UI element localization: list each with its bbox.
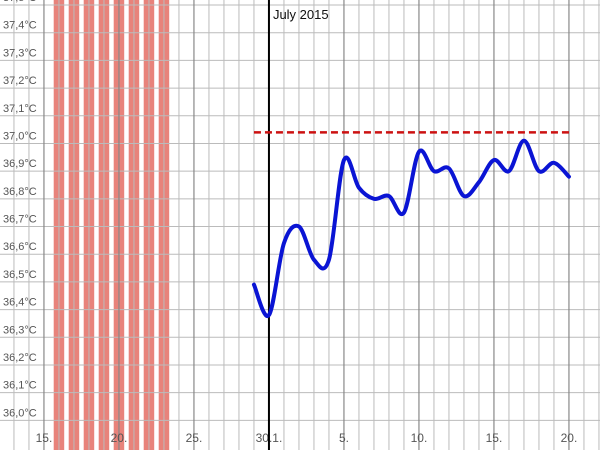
x-tick-label: 20. — [111, 431, 128, 445]
y-tick-label: 36,1°C — [3, 380, 37, 392]
y-tick-label: 37,2°C — [3, 75, 37, 87]
y-tick-label: 37,4°C — [3, 20, 37, 32]
y-tick-label: 36,9°C — [3, 158, 37, 170]
y-tick-label: 36,3°C — [3, 324, 37, 336]
x-tick-label: 15. — [486, 431, 503, 445]
y-tick-label: 36,7°C — [3, 214, 37, 226]
y-tick-label: 36,2°C — [3, 352, 37, 364]
y-tick-label: 37,0°C — [3, 130, 37, 142]
y-tick-label: 36,8°C — [3, 186, 37, 198]
x-tick-label: 5. — [339, 431, 349, 445]
month-label: July 2015 — [273, 7, 329, 22]
x-tick-label: 15. — [36, 431, 53, 445]
y-tick-label: 36,6°C — [3, 241, 37, 253]
y-tick-label: 37,5°C — [3, 0, 37, 4]
x-tick-label: 10. — [411, 431, 428, 445]
y-tick-label: 36,0°C — [3, 407, 37, 419]
y-tick-label: 36,5°C — [3, 269, 37, 281]
y-tick-label: 37,1°C — [3, 103, 37, 115]
x-tick-label: 20. — [561, 431, 578, 445]
temperature-line — [251, 138, 571, 318]
x-tick-label: 25. — [186, 431, 203, 445]
y-tick-label: 36,4°C — [3, 297, 37, 309]
y-tick-label: 37,3°C — [3, 47, 37, 59]
